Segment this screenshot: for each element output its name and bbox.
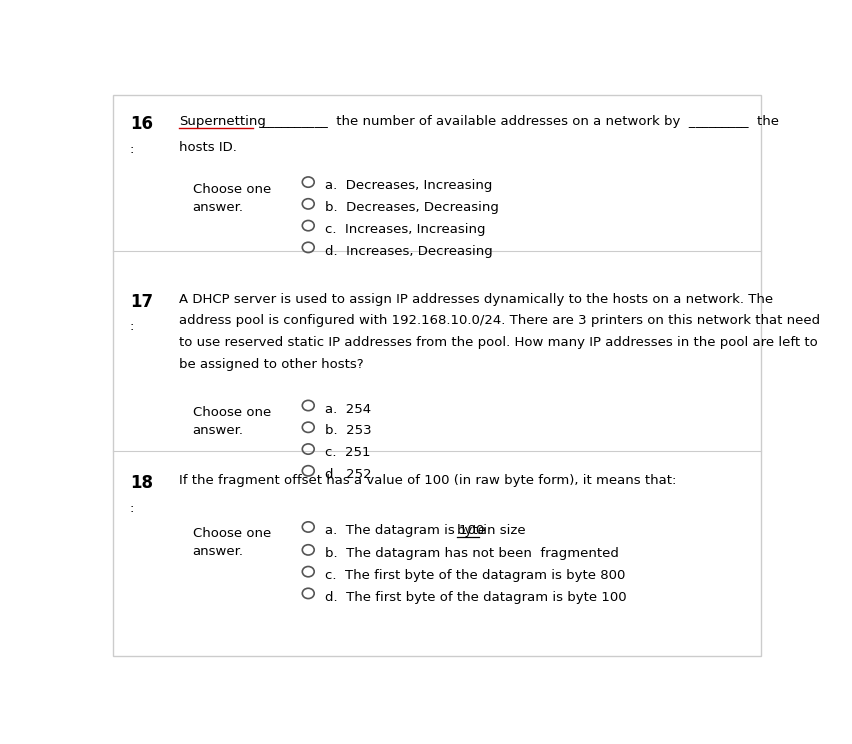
Text: in size: in size [478, 524, 525, 537]
Text: Choose one: Choose one [193, 183, 270, 196]
Text: Choose one: Choose one [193, 406, 270, 419]
Text: byte: byte [457, 524, 486, 537]
Text: to use reserved static IP addresses from the pool. How many IP addresses in the : to use reserved static IP addresses from… [179, 336, 817, 349]
Text: __________  the number of available addresses on a network by  _________  the: __________ the number of available addre… [252, 115, 778, 128]
Text: hosts ID.: hosts ID. [179, 141, 237, 155]
Text: d.  Increases, Decreasing: d. Increases, Decreasing [325, 245, 492, 257]
Text: b.  The datagram has not been  fragmented: b. The datagram has not been fragmented [325, 547, 618, 560]
Text: a.  The datagram is 100: a. The datagram is 100 [325, 524, 487, 537]
Text: be assigned to other hosts?: be assigned to other hosts? [179, 358, 364, 371]
Text: answer.: answer. [193, 201, 244, 214]
Text: 16: 16 [130, 115, 153, 133]
Text: b.  253: b. 253 [325, 424, 371, 437]
Text: A DHCP server is used to assign IP addresses dynamically to the hosts on a netwo: A DHCP server is used to assign IP addre… [179, 292, 773, 306]
Text: d.  The first byte of the datagram is byte 100: d. The first byte of the datagram is byt… [325, 591, 625, 603]
Text: 18: 18 [130, 474, 153, 493]
Text: :: : [130, 501, 134, 515]
Text: 17: 17 [130, 292, 153, 311]
Text: Supernetting: Supernetting [179, 115, 266, 128]
FancyBboxPatch shape [113, 95, 760, 656]
Text: a.  254: a. 254 [325, 403, 371, 416]
Text: answer.: answer. [193, 424, 244, 437]
Text: :: : [130, 143, 134, 155]
Text: Choose one: Choose one [193, 527, 270, 540]
Text: d.  252: d. 252 [325, 468, 371, 481]
Text: c.  The first byte of the datagram is byte 800: c. The first byte of the datagram is byt… [325, 568, 625, 582]
Text: If the fragment offset has a value of 100 (in raw byte form), it means that:: If the fragment offset has a value of 10… [179, 474, 676, 487]
Text: c.  251: c. 251 [325, 446, 370, 459]
Text: a.  Decreases, Increasing: a. Decreases, Increasing [325, 179, 492, 192]
Text: :: : [130, 320, 134, 333]
Text: c.  Increases, Increasing: c. Increases, Increasing [325, 222, 485, 236]
Text: address pool is configured with 192.168.10.0/24. There are 3 printers on this ne: address pool is configured with 192.168.… [179, 315, 820, 327]
Text: b.  Decreases, Decreasing: b. Decreases, Decreasing [325, 201, 498, 214]
Text: answer.: answer. [193, 545, 244, 558]
